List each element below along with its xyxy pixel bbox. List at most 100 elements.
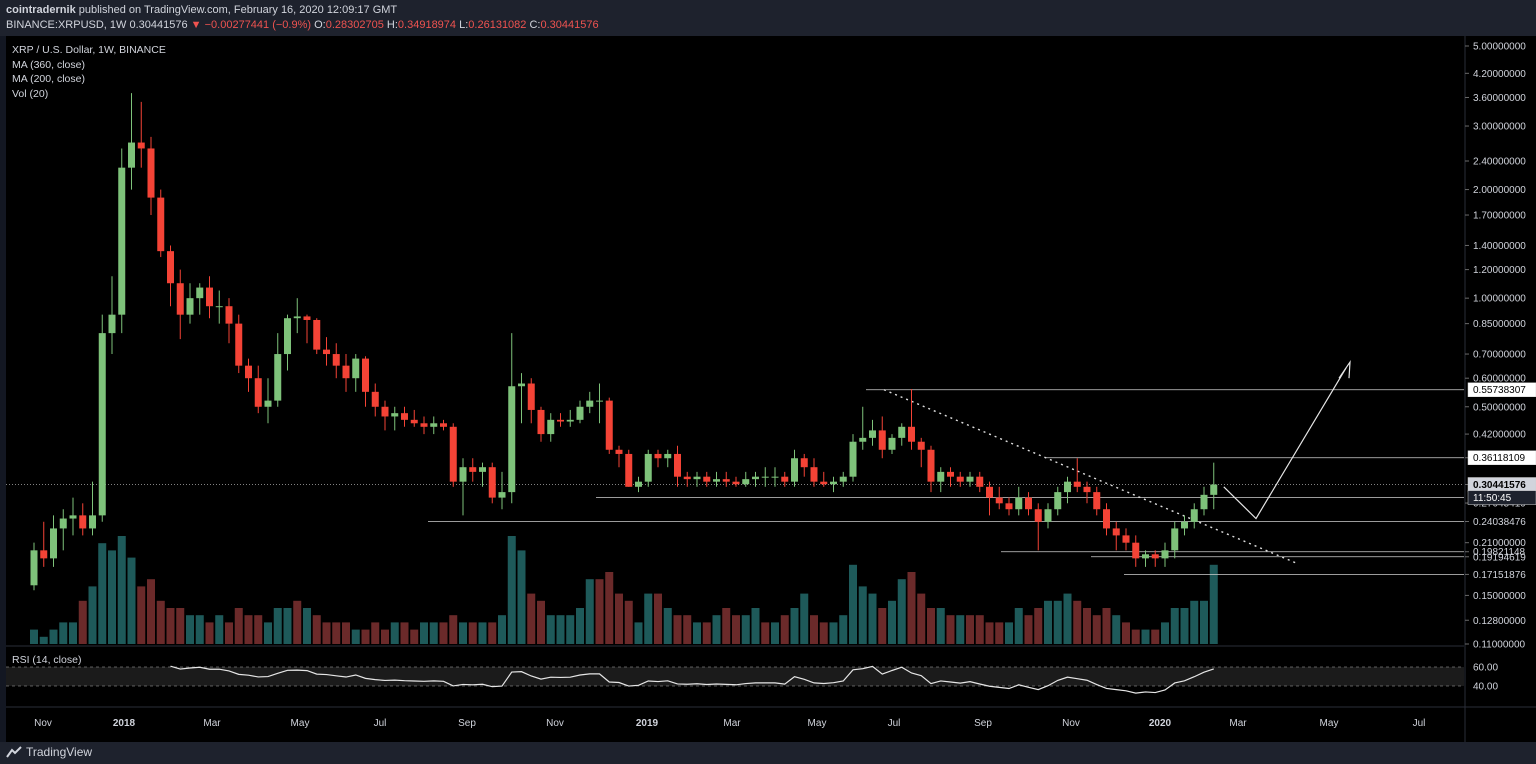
volume-bar [712, 615, 721, 644]
price-tick-label: 0.60000000 [1473, 374, 1526, 385]
price-tick-label: 0.19821148 [1473, 547, 1526, 558]
volume-bar [283, 608, 292, 644]
legend-volume[interactable]: Vol (20) [12, 87, 49, 100]
price-tick-label: 0.21000000 [1473, 538, 1526, 549]
candle-body [225, 306, 233, 324]
candle-body [1103, 509, 1110, 529]
candle-body [927, 449, 935, 482]
volume-bar [1200, 600, 1208, 644]
candle-body [937, 471, 945, 482]
candle-body [69, 515, 77, 519]
volume-bar [205, 622, 214, 644]
price-tick-label: 3.00000000 [1473, 122, 1526, 133]
volume-bar [946, 615, 955, 644]
legend-ma200[interactable]: MA (200, close) [12, 73, 85, 85]
volume-bar [566, 615, 575, 644]
volume-bar [849, 564, 857, 644]
candle-body [898, 426, 906, 438]
tradingview-logo[interactable]: TradingView [6, 745, 92, 759]
price-tick-label: 0.17151876 [1473, 570, 1526, 581]
price-highlight-label: 0.30441576 [1473, 480, 1526, 491]
volume-bar [1190, 600, 1199, 644]
price-tick-label: 0.15000000 [1473, 591, 1526, 602]
volume-bar [264, 622, 272, 644]
volume-bar [683, 615, 692, 644]
volume-bar [897, 579, 906, 644]
candle-body [537, 409, 545, 435]
volume-bar [975, 615, 984, 644]
candle-body [654, 453, 662, 459]
ohlc-line: BINANCE:XRPUSD, 1W 0.30441576 ▼ −0.00277… [6, 19, 599, 31]
volume-bar [878, 608, 887, 644]
volume-bar [868, 593, 877, 644]
volume-bar [244, 615, 253, 644]
price-axis: 5.00000000 4.20000000 3.60000000 3.00000000… [1465, 42, 1536, 651]
volume-bar [166, 608, 175, 644]
candle-body [50, 528, 57, 559]
time-tick-label: Jul [374, 718, 387, 729]
volume-bar [761, 622, 770, 644]
high-label: H: [386, 19, 398, 31]
volume-bar [137, 586, 146, 644]
candle-body [800, 458, 808, 468]
candle-body [215, 306, 223, 308]
rsi-legend[interactable]: RSI (14, close) [12, 654, 82, 666]
candle-body [596, 400, 603, 402]
volume-bar [78, 600, 87, 644]
chart-area[interactable]: 5.00000000 4.20000000 3.60000000 3.00000000… [6, 36, 1536, 742]
volume-bar [1024, 615, 1033, 644]
volume-bar [400, 622, 409, 644]
volume-bar [439, 622, 448, 644]
candle-body [40, 550, 48, 559]
candle-body [771, 476, 779, 478]
candle-body [713, 479, 720, 482]
candle-body [810, 467, 818, 482]
volume-bar [907, 572, 916, 644]
volume-bar [888, 600, 896, 644]
candle-body [1093, 492, 1101, 510]
legend-ma360[interactable]: MA (360, close) [12, 58, 85, 71]
candle-body [1161, 550, 1169, 559]
volume-bar [644, 593, 653, 644]
candle-body [878, 430, 886, 450]
volume-bar [702, 622, 711, 644]
bar-countdown-label: 11:50:45 [1473, 493, 1512, 504]
volume-bar [634, 622, 643, 644]
candle-body [98, 333, 106, 516]
annotations [6, 359, 1464, 575]
volume-bar [927, 608, 935, 644]
rsi-pane: 60.00 40.00 [6, 663, 1498, 694]
candle-body [1181, 521, 1188, 529]
chart-canvas[interactable]: 5.00000000 4.20000000 3.60000000 3.00000000… [6, 36, 1536, 742]
volume-bar [693, 622, 701, 644]
time-tick-label: 2019 [636, 718, 659, 729]
candle-body [420, 423, 428, 427]
candle-body [206, 287, 213, 307]
candle-body [820, 481, 828, 485]
volume-bar [1112, 615, 1121, 644]
volume-bar [995, 622, 1004, 644]
candle-body [1190, 509, 1198, 522]
price-tick-label: 0.70000000 [1473, 350, 1526, 361]
volume-bar [956, 615, 965, 644]
volume-bar [1180, 608, 1189, 644]
candle-body [274, 354, 282, 401]
open-label: O: [314, 19, 326, 31]
candle-body [732, 481, 740, 485]
candle-body [254, 378, 262, 407]
volume-bar [371, 622, 380, 644]
time-tick-label: Sep [974, 718, 992, 729]
volume-bar [59, 622, 68, 644]
candle-body [527, 383, 535, 410]
footer-bar: TradingView [0, 742, 1536, 764]
volume-bar [312, 615, 321, 644]
candle-body [440, 423, 447, 427]
volume-bar [1053, 600, 1062, 644]
candle-body [976, 476, 984, 487]
publisher-name[interactable]: cointradernik [6, 4, 76, 16]
volume-bar [966, 615, 974, 644]
time-tick-label: 2018 [113, 718, 136, 729]
volume-series [30, 536, 1218, 644]
candle-body [722, 479, 730, 482]
volume-bar [322, 622, 331, 644]
